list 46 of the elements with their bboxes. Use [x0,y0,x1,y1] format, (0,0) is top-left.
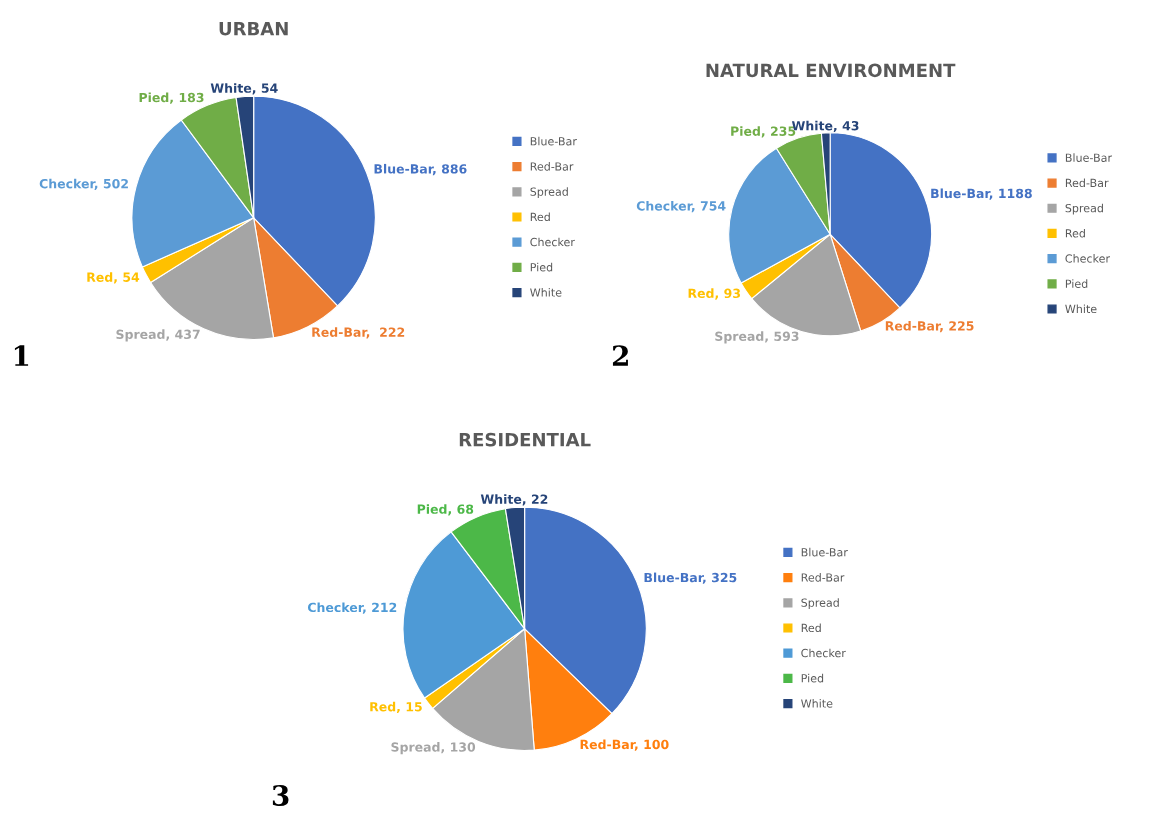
legend-label: Pied [1065,279,1088,288]
chart-title: URBAN [219,22,288,36]
legend-label: White [801,699,833,708]
legend-label: Red-Bar [801,573,845,582]
legend-label: Checker [801,648,846,658]
data-label: Pied, 183 [139,92,204,104]
data-label: Blue-Bar, 325 [644,572,737,584]
data-label: Red, 15 [370,701,422,714]
text: 2 [612,345,628,366]
data-label: White, 22 [480,494,548,506]
legend-label: Checker [1065,254,1111,263]
data-label: Checker, 754 [636,200,726,213]
chart-title: NATURAL ENVIRONMENT [706,63,956,78]
legend-label: Pied [801,673,824,683]
data-label: Checker, 212 [307,602,397,614]
data-label: White, 54 [210,83,278,95]
legend-label: Spread [1065,203,1103,215]
data-label: Red, 54 [87,272,140,284]
data-label: Checker, 502 [39,178,128,190]
data-label: Red-Bar, 100 [580,739,669,751]
legend-label: Red [801,623,821,633]
legend-label: Spread [801,598,839,610]
legend-label: Red-Bar [1065,178,1109,188]
legend-label: Red-Bar [530,162,574,171]
legend-label: White [1065,304,1097,314]
data-label: Red-Bar, 222 [312,327,405,339]
legend-label: White [530,288,562,297]
legend-label: Spread [530,187,568,199]
data-label: Blue-Bar, 1188 [931,188,1032,200]
legend-label: Checker [530,237,575,247]
legend-label: Red [1065,228,1085,238]
data-label: Red-Bar, 225 [885,320,974,333]
data-label: Blue-Bar, 886 [374,163,467,176]
legend-label: Blue-Bar [1065,153,1113,162]
data-label: Spread, 593 [715,331,799,344]
chart-title: RESIDENTIAL [459,432,591,447]
data-label: Red, 93 [688,288,741,300]
legend-label: Pied [530,262,553,272]
legend-label: Red [530,212,550,222]
legend-label: Blue-Bar [530,136,577,146]
text: 3 [272,784,289,806]
data-label: Spread, 437 [116,329,200,342]
text: 1 [14,345,29,366]
data-label: Spread, 130 [391,742,476,755]
legend-label: Blue-Bar [801,547,848,557]
data-label: Pied, 68 [417,504,474,516]
